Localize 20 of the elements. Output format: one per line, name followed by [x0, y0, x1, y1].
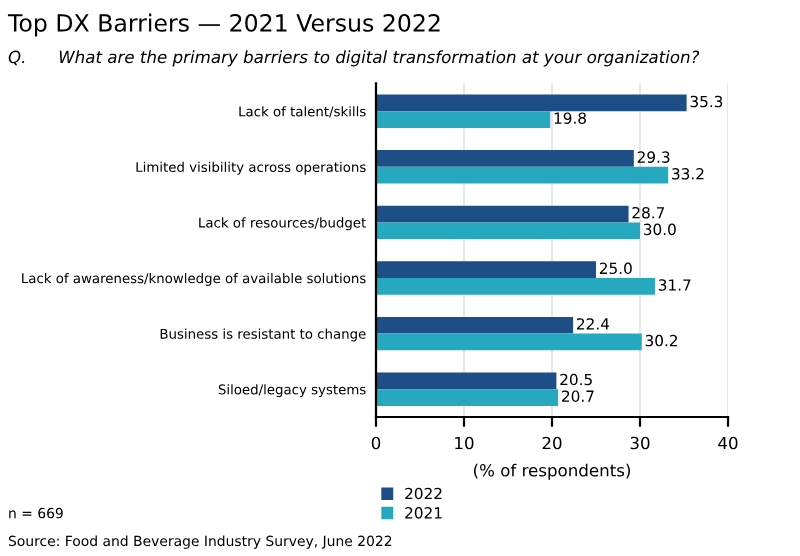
x-tick-label: 10 — [455, 436, 474, 450]
x-tick-label: 0 — [371, 436, 381, 450]
chart-title: Top DX Barriers — 2021 Versus 2022 — [7, 13, 440, 37]
bar — [376, 222, 640, 240]
x-tick-label: 40 — [718, 436, 738, 450]
bar — [376, 150, 634, 167]
x-tick-label: 20 — [542, 436, 562, 450]
bar — [376, 316, 574, 334]
bar — [376, 278, 655, 295]
bar — [376, 166, 669, 184]
bar — [376, 333, 642, 351]
bar — [376, 205, 629, 223]
x-tick-label: 30 — [630, 436, 650, 450]
chart-subtitle: Q. What are the primary barriers to digital transformation at your organization? — [8, 50, 700, 67]
bar — [376, 372, 557, 390]
x-axis-title: (% of respondents) — [474, 463, 630, 480]
bar — [376, 111, 551, 128]
bar — [376, 94, 687, 112]
bar — [376, 261, 596, 278]
bar — [376, 389, 559, 406]
